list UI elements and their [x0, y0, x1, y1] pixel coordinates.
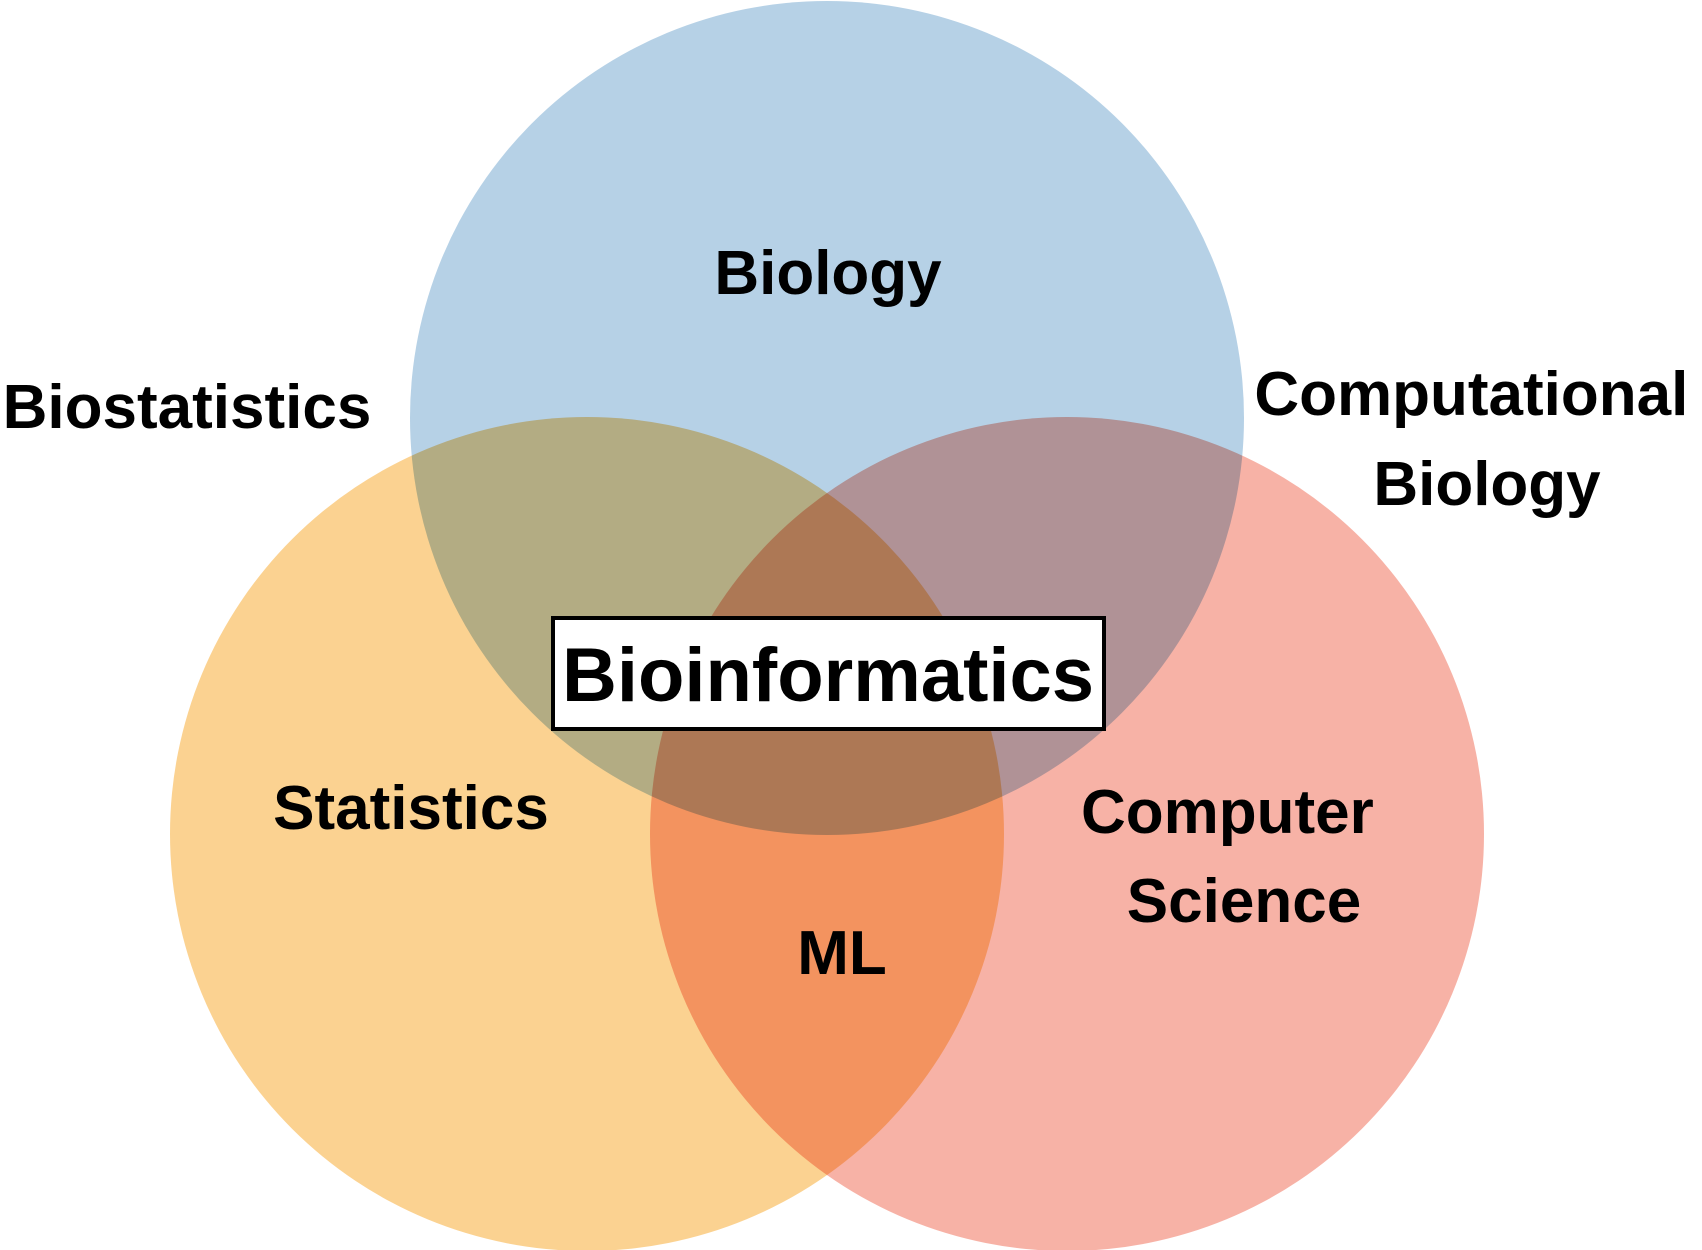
- ml-label: ML: [797, 919, 887, 988]
- statistics-label: Statistics: [273, 774, 549, 843]
- biostatistics-label: Biostatistics: [3, 373, 372, 442]
- computational-biology-label: Computational Biology: [1254, 360, 1702, 519]
- biology-label: Biology: [714, 239, 942, 308]
- bioinformatics-label: Bioinformatics: [562, 633, 1094, 718]
- computer-science-label-line1: Computer: [1081, 778, 1374, 847]
- computational-biology-label-line1: Computational: [1254, 360, 1688, 429]
- bioinformatics-box-frame: [551, 616, 1106, 731]
- computational-biology-label-line2: Biology: [1373, 450, 1601, 519]
- computer-science-label: Computer Science: [1081, 778, 1391, 936]
- computer-science-label-line2: Science: [1127, 867, 1361, 936]
- bioinformatics-box: Bioinformatics: [551, 616, 1106, 731]
